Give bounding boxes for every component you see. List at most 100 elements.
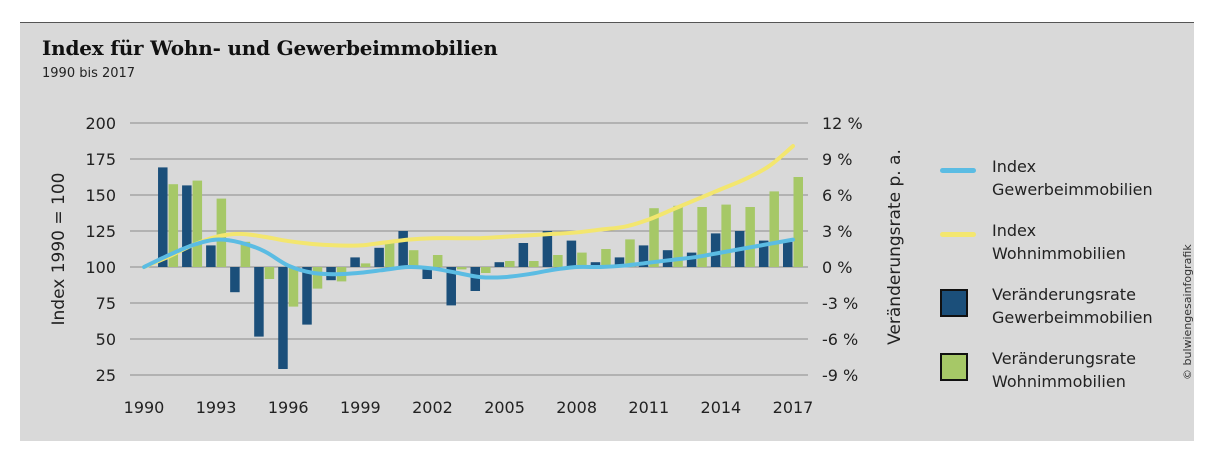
y-left-tick-label: 175 — [85, 150, 116, 169]
bar-rate-gewerbe — [518, 243, 529, 267]
bar-rate-wohn — [793, 177, 803, 267]
bar-rate-wohn — [577, 252, 587, 267]
x-tick-label: 1990 — [124, 398, 165, 417]
y-right-tick-label: 0 % — [822, 258, 852, 277]
bar-rate-gewerbe — [398, 231, 408, 267]
bar-rate-gewerbe — [758, 240, 769, 267]
y-left-tick-label: 50 — [96, 330, 116, 349]
legend-label-line2: Gewerbeimmobilien — [992, 180, 1153, 199]
bar-rate-wohn — [649, 208, 659, 267]
bar-rate-wohn — [456, 267, 467, 270]
legend-item-rate-gewerbe: Veränderungsrate Gewerbeimmobilien — [940, 283, 1182, 329]
y-left-tick-label: 75 — [96, 294, 116, 313]
bar-rate-wohn — [745, 207, 755, 267]
legend-label-line2: Wohnimmobilien — [992, 244, 1126, 263]
bar-rate-gewerbe — [686, 252, 697, 267]
bar-rate-wohn — [553, 255, 563, 267]
bar-rate-wohn — [312, 267, 323, 289]
y-right-tick-label: 3 % — [822, 222, 852, 241]
x-tick-label: 2017 — [773, 398, 814, 417]
y-right-axis-label: Veränderungsrate p. a. — [885, 149, 905, 345]
bar-rate-wohn — [288, 267, 299, 307]
legend-item-index-gewerbe: Index Gewerbeimmobilien — [940, 155, 1182, 201]
y-right-tick-label: 9 % — [822, 150, 852, 169]
bar-rate-gewerbe — [710, 233, 721, 267]
bar-rate-gewerbe — [182, 185, 192, 267]
bar-rate-wohn — [697, 207, 707, 267]
bar-rate-gewerbe — [158, 167, 168, 267]
legend-swatch-rate-gewerbe — [940, 289, 968, 317]
bar-rate-wohn — [673, 205, 683, 267]
y-left-tick-label: 100 — [85, 258, 116, 277]
bar-rate-gewerbe — [542, 231, 553, 267]
bar-rate-gewerbe — [422, 267, 432, 279]
line-index-gewerbe — [142, 237, 795, 280]
x-tick-label: 1996 — [268, 398, 309, 417]
legend-label-line1: Index — [992, 221, 1037, 240]
bar-rate-gewerbe — [350, 257, 360, 267]
bar-rate-gewerbe — [230, 267, 240, 293]
legend-label-line2: Wohnimmobilien — [992, 372, 1126, 391]
y-left-tick-label: 150 — [85, 186, 116, 205]
legend-label-line2: Gewerbeimmobilien — [992, 308, 1153, 327]
legend-swatch-rate-wohn — [940, 353, 968, 381]
bar-rate-wohn — [192, 180, 203, 267]
y-right-tick-label: 12 % — [822, 114, 863, 133]
bar-rate-gewerbe — [206, 245, 216, 267]
bar-rate-gewerbe — [470, 267, 481, 291]
bar-rate-wohn — [264, 267, 275, 279]
x-tick-label: 2005 — [484, 398, 525, 417]
bar-rate-gewerbe — [254, 267, 264, 337]
y-left-axis-label: Index 1990 = 100 — [49, 173, 69, 326]
bar-rate-gewerbe — [302, 267, 312, 325]
x-tick-label: 2002 — [412, 398, 453, 417]
bar-rate-gewerbe — [566, 240, 577, 267]
x-tick-label: 2011 — [628, 398, 669, 417]
bar-rate-wohn — [384, 243, 395, 267]
bar-rate-wohn — [360, 263, 371, 267]
chart-subtitle: 1990 bis 2017 — [42, 66, 136, 81]
bar-rate-wohn — [432, 255, 443, 267]
legend-swatch-index-gewerbe — [940, 168, 976, 173]
bar-rate-gewerbe — [638, 245, 649, 267]
x-tick-label: 2014 — [701, 398, 742, 417]
x-tick-label: 1999 — [340, 398, 381, 417]
y-right-tick-label: -9 % — [822, 366, 858, 385]
bar-rate-gewerbe — [590, 262, 601, 267]
x-tick-label: 2008 — [556, 398, 597, 417]
bar-rate-gewerbe — [374, 247, 384, 267]
y-left-tick-label: 200 — [85, 114, 116, 133]
bar-rate-gewerbe — [494, 262, 505, 267]
y-left-tick-label: 125 — [85, 222, 116, 241]
copyright-notice: © bulwiengesainfografik — [1181, 244, 1194, 380]
legend-label-line1: Index — [992, 157, 1037, 176]
bar-rate-gewerbe — [278, 267, 288, 369]
bar-rate-wohn — [769, 191, 779, 267]
bar-rate-gewerbe — [783, 241, 793, 267]
bar-rate-wohn — [529, 261, 539, 267]
bar-rate-wohn — [625, 239, 635, 267]
bar-rate-wohn — [601, 249, 611, 267]
chart-title: Index für Wohn- und Gewerbeimmobilien — [42, 36, 498, 60]
x-tick-label: 1993 — [196, 398, 237, 417]
line-index-wohn — [142, 144, 795, 269]
bar-rate-wohn — [721, 204, 731, 267]
legend-swatch-index-wohn — [940, 232, 976, 237]
bar-rate-gewerbe — [446, 267, 456, 306]
y-right-tick-label: 6 % — [822, 186, 852, 205]
y-left-tick-label: 25 — [96, 366, 116, 385]
legend-item-rate-wohn: Veränderungsrate Wohnimmobilien — [940, 347, 1182, 393]
bar-rate-wohn — [481, 267, 491, 273]
bar-rate-gewerbe — [614, 257, 625, 267]
bar-rate-wohn — [408, 250, 419, 267]
legend-item-index-wohn: Index Wohnimmobilien — [940, 219, 1182, 265]
legend-label-line1: Veränderungsrate — [992, 349, 1136, 368]
bar-rate-wohn — [240, 241, 251, 267]
y-right-tick-label: -6 % — [822, 330, 858, 349]
bar-rate-wohn — [168, 184, 179, 267]
legend-label-line1: Veränderungsrate — [992, 285, 1136, 304]
bar-rate-wohn — [216, 198, 227, 267]
y-right-tick-label: -3 % — [822, 294, 858, 313]
bar-rate-wohn — [505, 261, 515, 267]
